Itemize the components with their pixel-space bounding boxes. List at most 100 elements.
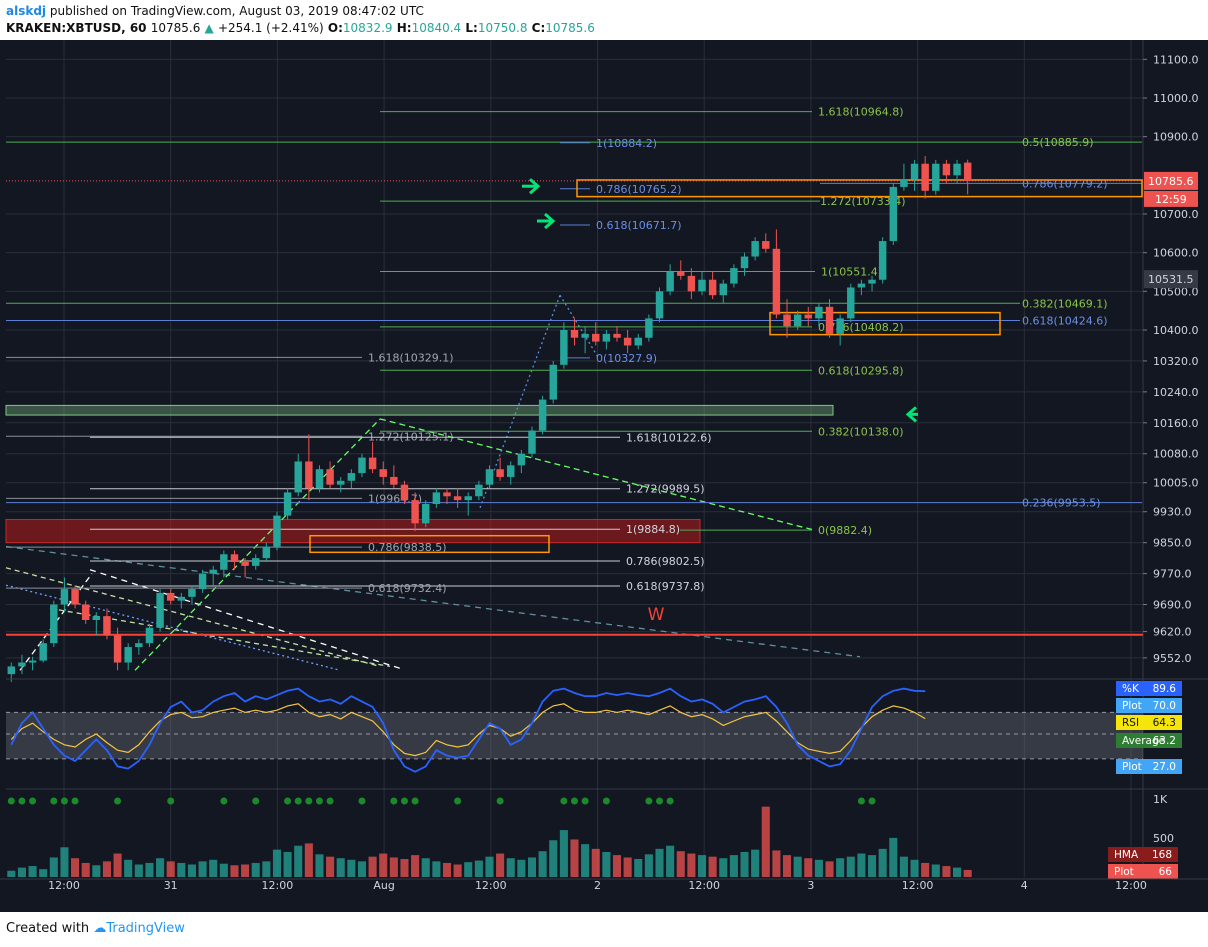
osc-value-name: Average	[1122, 735, 1165, 747]
high-label: H:	[396, 21, 412, 35]
price-tick-label: 9690.0	[1153, 599, 1192, 612]
volume-bar	[92, 865, 101, 877]
volume-bar	[39, 869, 48, 877]
volume-bar	[761, 806, 770, 877]
volume-bar	[942, 866, 951, 877]
fib-level-label: 0.618(10671.7)	[596, 219, 682, 232]
time-tick-label: Aug	[373, 879, 394, 892]
volume-bar	[814, 859, 823, 877]
price-tick-label: 10080.0	[1153, 448, 1199, 461]
signal-dot	[167, 797, 175, 805]
candle-body	[592, 333, 600, 342]
volume-bar	[145, 862, 154, 877]
candle-body	[188, 589, 196, 597]
volume-bar	[655, 848, 664, 877]
signal-dot	[496, 797, 504, 805]
signal-dot	[220, 797, 228, 805]
signal-dot	[71, 797, 79, 805]
orange-box	[309, 534, 550, 554]
volume-bar	[825, 861, 834, 877]
fib-level-label: 1.272(10733.4)	[820, 195, 906, 208]
volume-bar	[549, 840, 558, 877]
signal-dot	[305, 797, 313, 805]
candle-body	[124, 647, 132, 663]
price-tick-label: 10320.0	[1153, 355, 1199, 368]
fib-level-label: 1(9884.8)	[626, 523, 680, 536]
osc-value-name: RSI	[1122, 717, 1139, 729]
fib-level-label: 0.786(10765.2)	[596, 183, 682, 196]
signal-dot	[868, 797, 876, 805]
candle-body	[677, 272, 685, 276]
candle-body	[730, 268, 738, 284]
fib-level-label: 0.786(9802.5)	[626, 555, 705, 568]
candle-body	[613, 333, 621, 338]
price-tick-label: 9930.0	[1153, 506, 1192, 519]
candle-body	[783, 314, 791, 327]
candle-body	[666, 272, 674, 292]
tradingview-brand[interactable]: TradingView	[106, 921, 185, 936]
candle-body	[7, 666, 16, 675]
candle-body	[294, 461, 302, 493]
candle-body	[528, 430, 536, 454]
candle-body	[145, 627, 154, 644]
support-zone	[5, 404, 834, 416]
price-tick-label: 11000.0	[1153, 92, 1199, 105]
volume-bar	[81, 862, 90, 877]
volume-bar	[793, 856, 802, 877]
up-triangle-icon: ▲	[204, 21, 214, 35]
volume-bar	[357, 861, 367, 877]
volume-bar	[209, 859, 218, 877]
volume-value-number: 66	[1159, 866, 1173, 878]
candle-body	[602, 333, 611, 342]
signal-dot	[18, 797, 26, 805]
volume-bar	[134, 864, 143, 877]
volume-bar	[931, 864, 940, 877]
time-tick-label: 12:00	[902, 879, 934, 892]
osc-value-tag	[1116, 759, 1182, 774]
chart-svg[interactable]: 12:00 31 12:00 Aug 12:00 2 12:00 3 12:00 4 12:00 11…	[0, 40, 1208, 912]
orange-box	[576, 179, 1143, 198]
volume-bar	[953, 867, 962, 877]
green-arrow-icon	[905, 406, 917, 423]
chart-area[interactable]: 12:00 31 12:00 Aug 12:00 2 12:00 3 12:00 4 12:00 11…	[0, 40, 1208, 912]
time-tick-label: 3	[807, 879, 814, 892]
volume-bar	[315, 854, 324, 877]
volume-bar	[442, 862, 452, 877]
volume-bar	[262, 861, 271, 877]
volume-bar	[719, 858, 728, 877]
candle-body	[273, 515, 281, 547]
signal-dot	[645, 797, 653, 805]
fib-level-label: 1.272(9989.5)	[626, 483, 705, 496]
signal-dot	[294, 797, 302, 805]
osc-value-tag	[1116, 733, 1182, 748]
candle-body	[283, 492, 292, 516]
volume-bar	[347, 859, 356, 877]
candle-body	[422, 504, 430, 524]
signal-dot	[315, 797, 323, 805]
signal-dot	[284, 797, 292, 805]
osc-value-number: 63.2	[1153, 735, 1176, 747]
volume-bar	[304, 843, 313, 877]
fib-level-label: 0.618(10295.8)	[818, 364, 904, 377]
author-name[interactable]: alskdj	[6, 4, 47, 18]
volume-bar	[187, 864, 196, 877]
candle-body	[910, 163, 919, 180]
candle-body	[687, 275, 696, 292]
volume-bar	[294, 845, 303, 877]
marker-price-tag	[1144, 270, 1198, 289]
candle-body	[634, 337, 642, 346]
fib-level-label: 0.236(9953.5)	[1022, 497, 1101, 510]
volume-bar	[485, 856, 494, 877]
signal-dot	[60, 797, 68, 805]
signal-dot	[29, 797, 37, 805]
candle-body	[60, 589, 69, 605]
green-arrow-icon	[544, 212, 556, 230]
signal-dot	[326, 797, 334, 805]
candle-body	[889, 186, 898, 242]
price-tick-label: 10240.0	[1153, 386, 1199, 399]
signal-dot	[666, 797, 674, 805]
candle-body	[379, 469, 387, 477]
fib-level-label: 1.618(10122.6)	[626, 431, 712, 444]
candle-body	[305, 461, 313, 489]
candle-body	[560, 330, 568, 365]
